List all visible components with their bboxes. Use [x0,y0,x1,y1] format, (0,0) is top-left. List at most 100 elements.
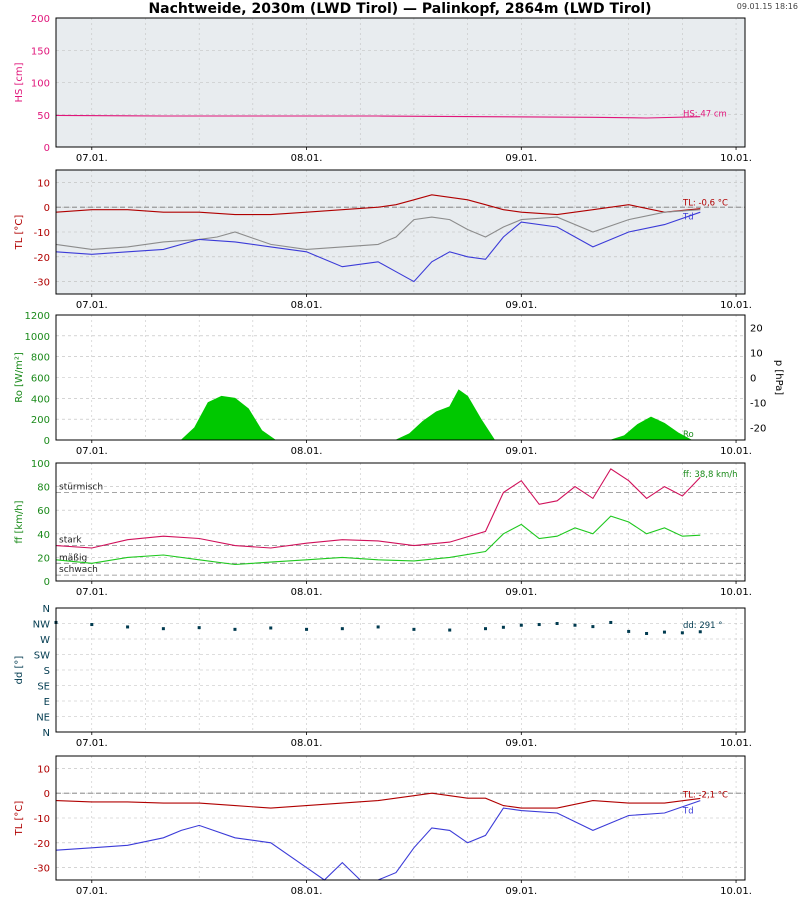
data-point [269,626,273,630]
series-line [55,515,701,566]
y-tick-label: 20 [37,553,50,564]
y-tick-label: 10 [37,764,50,775]
series-line [55,792,701,809]
x-tick-label: 08.01. [291,587,323,598]
y-tick-label: -10 [34,228,50,239]
x-tick-label: 07.01. [76,153,108,164]
x-tick-label: 07.01. [76,587,108,598]
y-tick-label: -20 [34,253,50,264]
y-tick-label: 50 [37,111,50,122]
annotation-label: HS: 47 cm [683,110,727,120]
data-point [573,623,577,627]
y-axis-label: ff [km/h] [14,500,25,543]
data-point [90,623,94,627]
panel-frame [55,755,746,881]
y-tick-label: NW [33,620,50,631]
data-point [555,622,559,625]
series-line [55,468,701,549]
data-point [197,626,201,630]
x-tick-label: 10.01. [720,446,752,457]
series-line [55,211,701,283]
series-line [55,209,701,250]
y-axis-label: TL [°C] [14,801,25,837]
series-line [55,194,701,216]
y-tick-label: NE [36,713,50,724]
y-tick-label-right: 10 [750,349,763,360]
y-tick-label: 0 [44,436,50,447]
series-line [55,800,701,881]
y-tick-label: S [44,666,50,677]
data-point [340,627,344,631]
y-tick-label: 40 [37,530,50,541]
annotation-label: Td [682,213,694,223]
y-tick-label: -30 [34,864,50,875]
panel-frame [55,607,746,733]
data-point [305,627,309,631]
reference-label: mäßig [59,553,87,563]
x-tick-label: 08.01. [291,738,323,749]
y-tick-label: 200 [31,14,50,25]
data-point [662,630,666,634]
timestamp: 09.01.15 18:16 [736,2,798,11]
x-tick-label: 08.01. [291,300,323,311]
data-point [501,625,505,629]
data-point [376,625,380,629]
x-tick-label: 09.01. [505,738,537,749]
y-tick-label-right: -20 [750,424,766,435]
y-axis-label-right: p [hPa] [773,360,784,395]
x-tick-label: 07.01. [76,300,108,311]
y-tick-label: 0 [44,789,50,800]
y-tick-label-right: 20 [750,324,763,335]
x-tick-label: 10.01. [720,300,752,311]
data-point [609,620,613,624]
y-tick-label: 200 [31,415,50,426]
y-tick-label: 150 [31,46,50,57]
panel-tl-bottom: -30 -20 -10 0 10 TL: -2,1 °C Td TL [°C] 07.01. 08… [14,755,752,897]
y-axis-label: HS [cm] [14,62,25,102]
panel-tl-top: -30 -20 -10 0 10 TL: -0,6 °C Td TL [°C] 07.01. 08… [14,169,752,311]
x-tick-label: 10.01. [720,587,752,598]
y-tick-label: 0 [44,143,50,154]
y-tick-label: -20 [34,839,50,850]
x-tick-label: 08.01. [291,153,323,164]
y-tick-label: 100 [31,459,50,470]
y-tick-label: 600 [31,374,50,385]
y-tick-label: 10 [37,178,50,189]
panel-ro: 0 200 400 600 800 1000 1200 Ro Ro [W/m²] -20 -10 0 1… [14,311,784,457]
y-tick-label: E [44,697,50,708]
y-axis-label: TL [°C] [14,215,25,251]
data-point [412,627,416,631]
x-tick-label: 08.01. [291,446,323,457]
annotation-label: Td [682,807,694,817]
data-point [680,631,684,635]
reference-label: stark [59,536,82,546]
panel-ff: 0 20 40 60 80 100 stürmisch stark mäßig schwach ff… [14,459,752,598]
data-point [126,625,130,629]
y-tick-label: 400 [31,394,50,405]
page-title: Nachtweide, 2030m (LWD Tirol) — Palinkop… [148,1,652,17]
y-axis-label: dd [°] [14,656,25,685]
y-tick-label: SW [34,651,50,662]
y-tick-label-right: -10 [750,399,766,410]
x-tick-label: 08.01. [291,886,323,897]
data-point [448,628,452,632]
x-tick-label: 09.01. [505,446,537,457]
x-tick-label: 07.01. [76,738,108,749]
x-tick-label: 09.01. [505,587,537,598]
y-tick-label-right: 0 [750,374,756,385]
series-area [56,389,745,441]
annotation-label: TL: -2,1 °C [682,790,728,800]
y-tick-label: -10 [34,814,50,825]
y-tick-label: 60 [37,506,50,517]
y-tick-label: 0 [44,203,50,214]
x-tick-label: 07.01. [76,446,108,457]
panel-hs: 0 50 100 150 200 HS: 47 cm HS [cm] 07.01. 08.01.… [14,14,752,164]
y-tick-label: 1000 [25,332,50,343]
reference-label: stürmisch [59,483,103,493]
y-tick-label: 100 [31,79,50,90]
y-tick-label: SE [37,682,50,693]
data-point [484,627,488,631]
y-tick-label: N [43,604,50,615]
annotation-label: Ro [683,430,694,440]
